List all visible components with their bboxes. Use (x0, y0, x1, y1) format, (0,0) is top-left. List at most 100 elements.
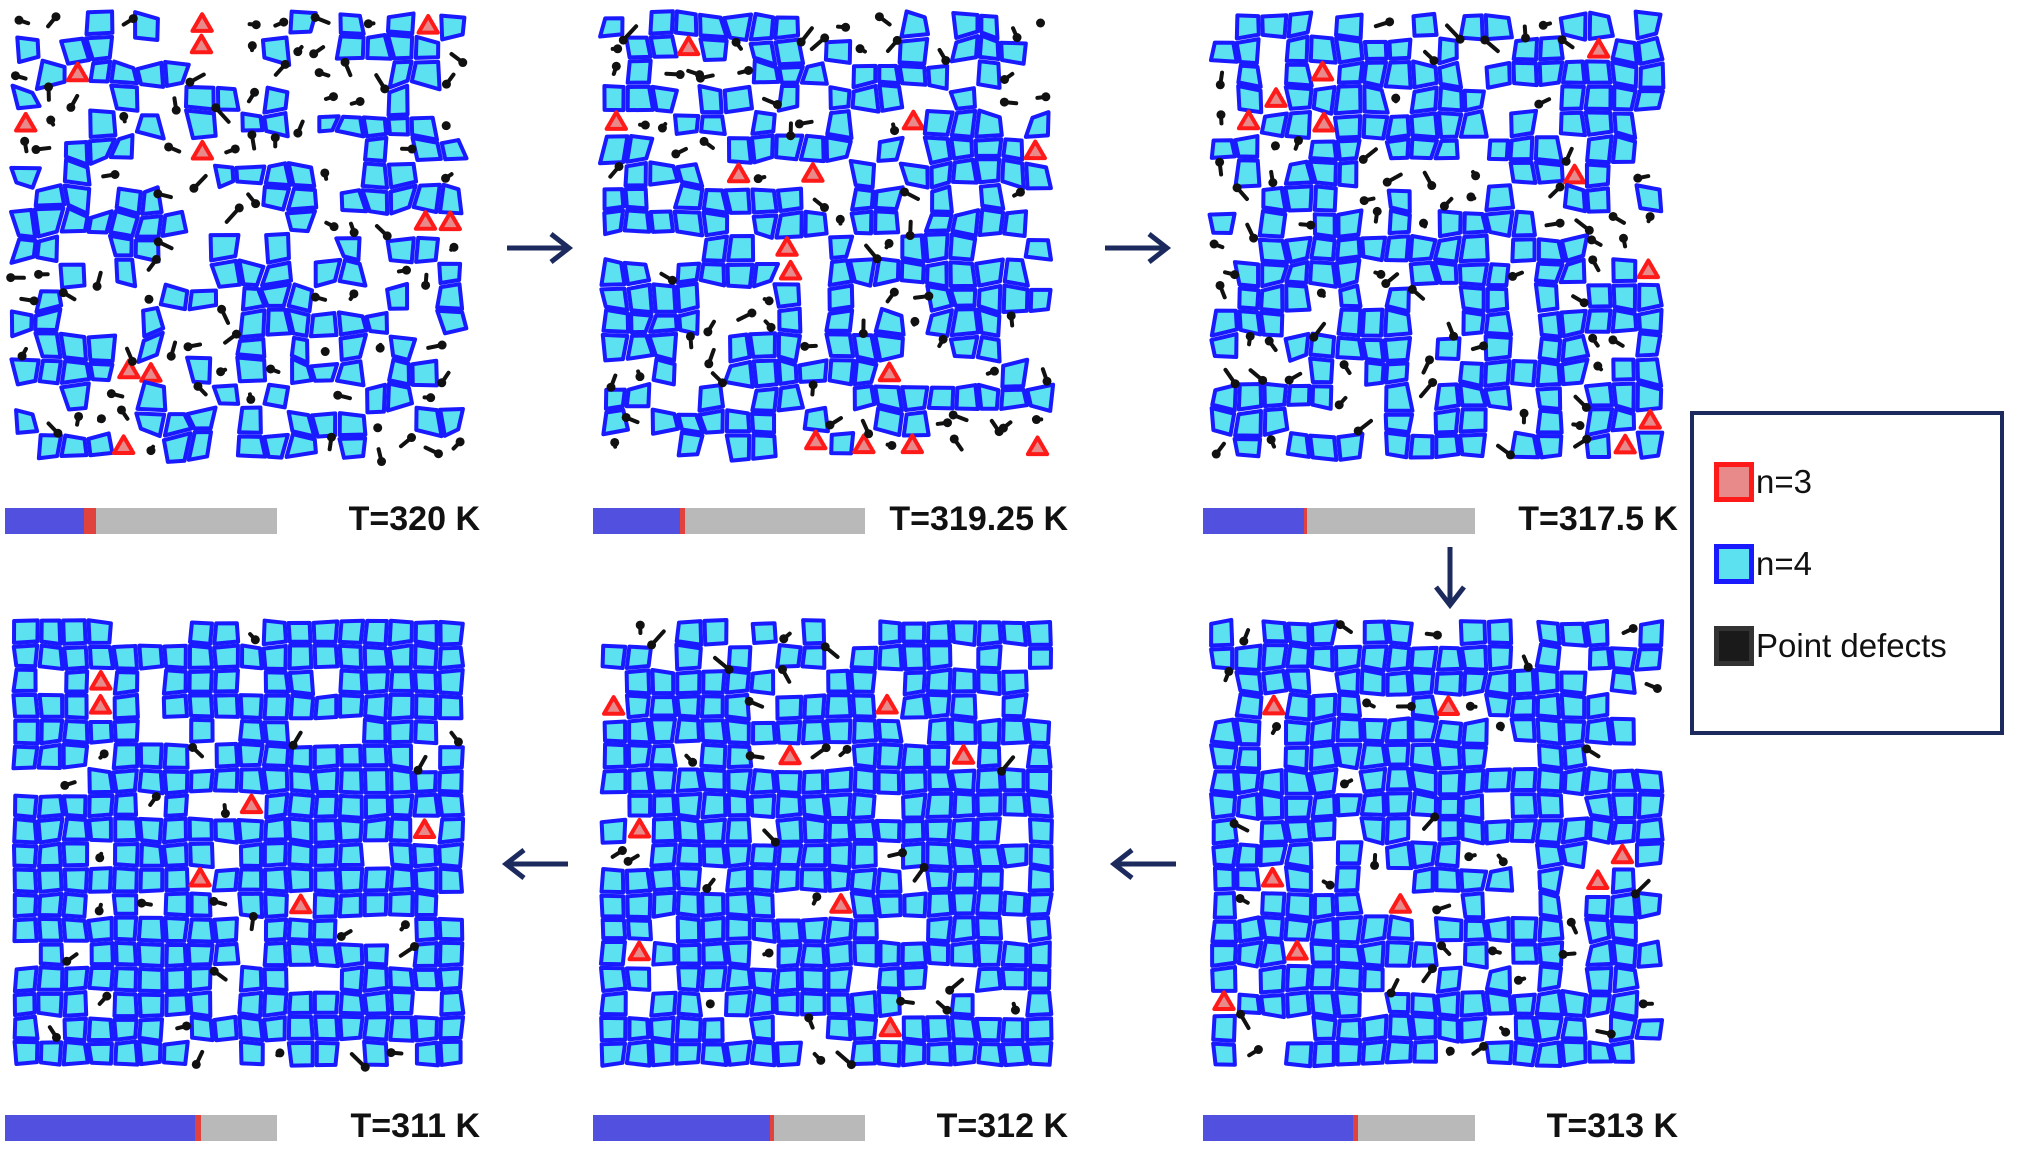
n4-cell (1484, 692, 1512, 718)
n4-cell (648, 767, 678, 794)
n4-cell (1533, 282, 1560, 313)
n4-cell (1583, 381, 1615, 408)
n4-cell (1232, 436, 1263, 459)
n4-cell (1458, 109, 1489, 139)
n4-cell (900, 941, 928, 967)
n4-fraction-fill (593, 508, 681, 534)
n4-cell (1483, 209, 1515, 238)
defect-node (128, 14, 138, 24)
n4-cell (1483, 767, 1513, 793)
n4-cell (676, 842, 703, 867)
defect-node (375, 343, 385, 353)
n4-cell (700, 718, 728, 745)
n4-cell (825, 916, 854, 944)
n4-cell (35, 234, 60, 263)
n4-cell (772, 282, 802, 309)
n4-cell (850, 693, 877, 719)
n4-cell (776, 942, 803, 969)
n4-cell (977, 868, 1004, 891)
n4-cell (1635, 817, 1665, 843)
n4-cell (1001, 620, 1028, 647)
defect-node (819, 203, 829, 213)
n4-cell (108, 133, 135, 160)
n4-cell (337, 436, 368, 460)
arrow-right-icon (507, 232, 574, 264)
n4-cell (676, 965, 702, 993)
n4-cell (1001, 692, 1029, 719)
n4-cell (1609, 891, 1638, 921)
n4-cell (289, 768, 316, 794)
defect-node (441, 79, 451, 89)
defect-node (617, 846, 627, 856)
n4-cell (1312, 1040, 1336, 1069)
n4-cell (1235, 792, 1261, 821)
defect-node (898, 848, 908, 858)
n4-cell (1633, 9, 1663, 41)
n3-cell (88, 694, 113, 715)
legend-item-n3: n=3 (1714, 459, 1812, 505)
defect-node (1306, 220, 1316, 230)
n4-cell (676, 412, 705, 435)
defect-node (1471, 171, 1481, 181)
n4-cell (726, 744, 754, 770)
n4-cell (775, 918, 803, 944)
n4-cell (802, 405, 830, 434)
n4-cell (954, 383, 980, 411)
defect-node (119, 111, 129, 121)
defect-node (401, 265, 411, 275)
n4-cell (725, 915, 752, 942)
defect-node (688, 757, 698, 767)
n4-cell (724, 408, 752, 434)
n4-cell (1025, 619, 1053, 647)
n4-cell (9, 165, 42, 190)
n4-cell (86, 1041, 114, 1066)
n4-cell (1634, 841, 1665, 868)
n4-cell (385, 32, 415, 61)
n4-cell (61, 794, 88, 819)
n4-cell (388, 334, 418, 362)
n4-cell (138, 742, 164, 770)
n4-cell (1027, 865, 1054, 893)
n4-cell (927, 769, 954, 793)
n4-cell (1334, 668, 1361, 695)
n4-cell (12, 965, 39, 994)
n4-cell (1584, 618, 1610, 648)
n4-cell (1483, 359, 1512, 388)
n4-cell (925, 1015, 952, 1043)
n4-cell (974, 966, 1003, 993)
n4-cell (873, 406, 904, 438)
n4-cell (1028, 287, 1053, 314)
n4-cell (62, 645, 90, 672)
n4-cell (1535, 386, 1563, 411)
n4-cell (1335, 335, 1365, 361)
n4-cell (699, 742, 728, 770)
defect-node (166, 351, 176, 361)
n4-cell (1364, 360, 1386, 387)
n4-cell (948, 232, 978, 262)
n4-cell (362, 816, 391, 843)
defect-node (51, 12, 61, 22)
n4-cell (975, 816, 1002, 845)
n4-cell (675, 890, 701, 919)
defect-node (1309, 332, 1319, 342)
n4-cell (262, 990, 289, 1018)
n4-cell (875, 893, 903, 919)
n4-cell (413, 1015, 440, 1043)
n4-cell (824, 718, 853, 745)
n4-cell (414, 1040, 440, 1068)
n4-cell (263, 670, 291, 694)
n4-cell (212, 916, 239, 944)
n4-cell (1584, 162, 1611, 189)
n4-cell (1410, 694, 1440, 720)
n4-cell (237, 990, 264, 1019)
n4-cell (699, 817, 727, 844)
defect-node (1215, 280, 1225, 290)
n4-cell (1210, 943, 1238, 968)
defect-node (1581, 402, 1591, 412)
n4-cell (1459, 868, 1489, 893)
n4-cell (1335, 1017, 1363, 1043)
n4-cell (59, 433, 89, 459)
defect-node (1284, 375, 1294, 385)
n4-cell (925, 791, 954, 819)
defect-node (1386, 988, 1396, 998)
